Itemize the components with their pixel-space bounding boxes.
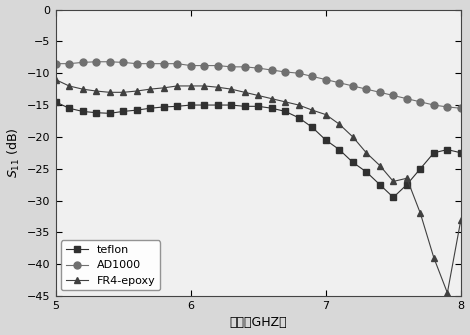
teflon xyxy=(93,111,99,115)
X-axis label: 频率（GHZ）: 频率（GHZ） xyxy=(229,317,287,329)
FR4-epoxy xyxy=(458,218,464,222)
AD1000 xyxy=(445,105,450,109)
teflon xyxy=(337,148,342,152)
FR4-epoxy xyxy=(120,90,126,94)
teflon xyxy=(363,170,369,174)
FR4-epoxy xyxy=(309,108,315,112)
teflon xyxy=(445,148,450,152)
teflon xyxy=(296,116,302,120)
AD1000 xyxy=(188,64,194,68)
FR4-epoxy xyxy=(431,256,437,260)
teflon xyxy=(147,106,153,110)
AD1000 xyxy=(120,60,126,64)
AD1000 xyxy=(201,64,207,68)
AD1000 xyxy=(431,103,437,107)
FR4-epoxy xyxy=(269,97,274,101)
FR4-epoxy xyxy=(161,86,166,90)
AD1000 xyxy=(404,97,410,101)
teflon xyxy=(255,104,261,108)
FR4-epoxy xyxy=(391,180,396,184)
teflon xyxy=(120,110,126,114)
FR4-epoxy xyxy=(445,291,450,295)
Line: FR4-epoxy: FR4-epoxy xyxy=(53,76,464,296)
teflon xyxy=(323,138,329,142)
teflon xyxy=(391,195,396,199)
FR4-epoxy xyxy=(323,113,329,117)
AD1000 xyxy=(391,93,396,97)
AD1000 xyxy=(174,62,180,66)
AD1000 xyxy=(134,62,140,66)
teflon xyxy=(417,167,423,171)
teflon xyxy=(53,100,58,104)
AD1000 xyxy=(323,78,329,82)
AD1000 xyxy=(269,68,274,72)
FR4-epoxy xyxy=(93,89,99,93)
AD1000 xyxy=(377,90,383,94)
teflon xyxy=(201,103,207,107)
teflon xyxy=(242,104,248,108)
Legend: teflon, AD1000, FR4-epoxy: teflon, AD1000, FR4-epoxy xyxy=(61,241,160,290)
AD1000 xyxy=(309,74,315,78)
teflon xyxy=(107,111,112,115)
FR4-epoxy xyxy=(255,93,261,97)
teflon xyxy=(282,110,288,114)
teflon xyxy=(80,110,86,114)
FR4-epoxy xyxy=(417,211,423,215)
AD1000 xyxy=(80,60,86,64)
teflon xyxy=(404,183,410,187)
Y-axis label: $S_{11}$ (dB): $S_{11}$ (dB) xyxy=(6,128,22,178)
AD1000 xyxy=(215,64,220,68)
FR4-epoxy xyxy=(404,176,410,180)
FR4-epoxy xyxy=(201,84,207,88)
AD1000 xyxy=(255,66,261,70)
teflon xyxy=(269,106,274,110)
teflon xyxy=(458,151,464,155)
AD1000 xyxy=(363,87,369,91)
FR4-epoxy xyxy=(188,84,194,88)
FR4-epoxy xyxy=(350,135,356,139)
teflon xyxy=(66,106,72,110)
AD1000 xyxy=(242,65,248,69)
teflon xyxy=(161,105,166,109)
teflon xyxy=(228,103,234,107)
teflon xyxy=(431,151,437,155)
FR4-epoxy xyxy=(134,89,140,93)
AD1000 xyxy=(147,62,153,66)
FR4-epoxy xyxy=(296,103,302,107)
FR4-epoxy xyxy=(228,87,234,91)
Line: AD1000: AD1000 xyxy=(52,58,464,112)
FR4-epoxy xyxy=(53,78,58,82)
AD1000 xyxy=(161,62,166,66)
AD1000 xyxy=(107,60,112,64)
FR4-epoxy xyxy=(337,122,342,126)
FR4-epoxy xyxy=(66,84,72,88)
FR4-epoxy xyxy=(242,90,248,94)
AD1000 xyxy=(53,62,58,66)
AD1000 xyxy=(296,71,302,75)
AD1000 xyxy=(350,84,356,88)
FR4-epoxy xyxy=(107,90,112,94)
FR4-epoxy xyxy=(282,100,288,104)
teflon xyxy=(350,160,356,164)
FR4-epoxy xyxy=(377,163,383,168)
FR4-epoxy xyxy=(215,85,220,89)
AD1000 xyxy=(93,60,99,64)
teflon xyxy=(134,108,140,112)
teflon xyxy=(215,103,220,107)
AD1000 xyxy=(417,100,423,104)
FR4-epoxy xyxy=(147,87,153,91)
teflon xyxy=(309,125,315,129)
teflon xyxy=(174,104,180,108)
AD1000 xyxy=(282,70,288,74)
FR4-epoxy xyxy=(80,87,86,91)
FR4-epoxy xyxy=(174,84,180,88)
teflon xyxy=(377,183,383,187)
AD1000 xyxy=(458,106,464,110)
Line: teflon: teflon xyxy=(53,99,464,200)
FR4-epoxy xyxy=(363,151,369,155)
AD1000 xyxy=(66,62,72,66)
AD1000 xyxy=(337,81,342,85)
AD1000 xyxy=(228,65,234,69)
teflon xyxy=(188,103,194,107)
